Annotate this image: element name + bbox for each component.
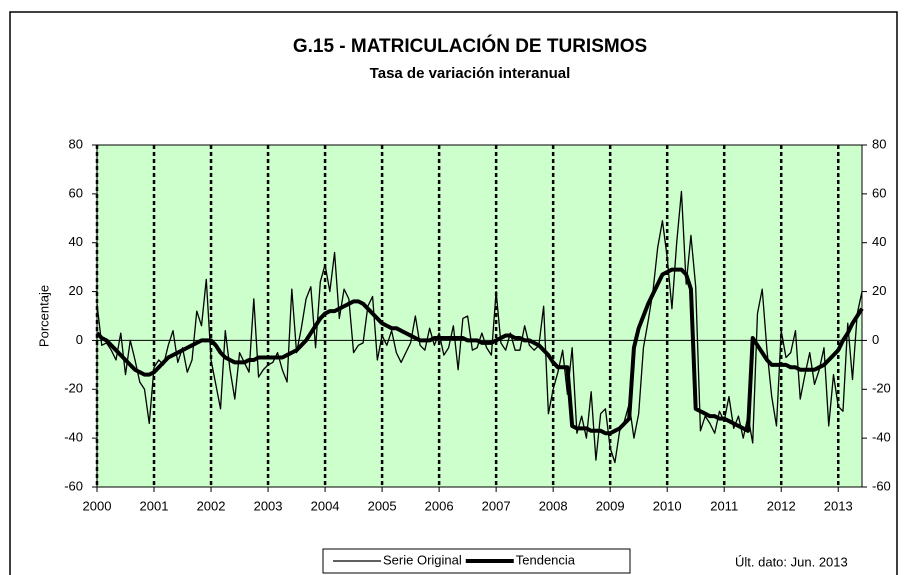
plot-area bbox=[97, 145, 862, 487]
x-tick-label: 2010 bbox=[653, 498, 682, 513]
y2-tick-label: -20 bbox=[872, 381, 891, 396]
x-tick-label: 2004 bbox=[311, 498, 340, 513]
x-tick-label: 2008 bbox=[539, 498, 568, 513]
y-tick-label: -20 bbox=[64, 381, 83, 396]
y-axis-label: Porcentaje bbox=[36, 285, 51, 347]
chart-subtitle: Tasa de variación interanual bbox=[370, 65, 571, 82]
y-tick-label: -60 bbox=[64, 478, 83, 493]
y2-tick-label: -40 bbox=[872, 430, 891, 445]
x-tick-label: 2006 bbox=[425, 498, 454, 513]
x-tick-label: 2012 bbox=[767, 498, 796, 513]
x-tick-label: 2005 bbox=[368, 498, 397, 513]
y-tick-label: 60 bbox=[69, 185, 83, 200]
x-tick-label: 2009 bbox=[596, 498, 625, 513]
y2-tick-label: 60 bbox=[872, 185, 886, 200]
x-tick-label: 2002 bbox=[197, 498, 226, 513]
y2-tick-label: 0 bbox=[872, 332, 879, 347]
chart-title: G.15 - MATRICULACIÓN DE TURISMOS bbox=[293, 35, 647, 57]
x-tick-label: 2011 bbox=[710, 498, 738, 513]
y2-tick-label: 40 bbox=[872, 234, 886, 249]
y-tick-label: 0 bbox=[76, 332, 83, 347]
plot-border bbox=[96, 144, 863, 488]
y2-tick-label: 20 bbox=[872, 283, 886, 298]
x-tick-label: 2000 bbox=[83, 498, 112, 513]
y-tick-label: 40 bbox=[69, 234, 83, 249]
y-tick-label: 20 bbox=[69, 283, 83, 298]
x-tick-label: 2003 bbox=[254, 498, 283, 513]
note: Últ. dato: Jun. 2013 bbox=[735, 554, 848, 569]
x-tick-label: 2001 bbox=[140, 498, 169, 513]
y2-tick-label: -60 bbox=[872, 478, 891, 493]
y-tick-label: 80 bbox=[69, 136, 83, 151]
x-tick-label: 2013 bbox=[824, 498, 853, 513]
legend-label: Tendencia bbox=[516, 552, 576, 567]
x-tick-label: 2007 bbox=[482, 498, 511, 513]
y2-tick-label: 80 bbox=[872, 136, 886, 151]
y-tick-label: -40 bbox=[64, 430, 83, 445]
legend-label: Serie Original bbox=[383, 552, 462, 567]
series-line bbox=[95, 267, 864, 436]
